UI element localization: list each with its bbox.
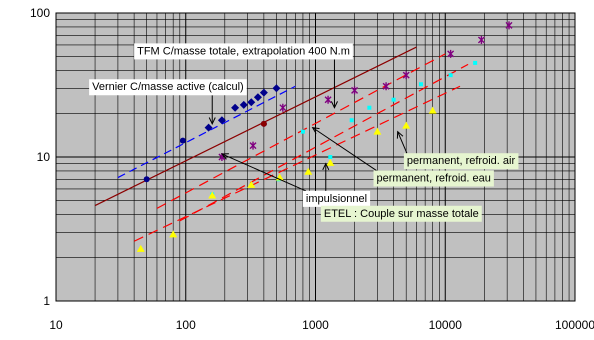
point-impulsionnel <box>477 35 485 44</box>
point-vernier-calc <box>253 93 262 102</box>
x-tick-label: 1000 <box>302 318 329 332</box>
annotation-permanent-air: permanent, refroid. air <box>403 153 519 170</box>
point-refroid-eau <box>300 129 305 134</box>
point-impulsionnel <box>351 86 359 95</box>
point-impulsionnel <box>447 49 455 58</box>
plot-border <box>55 12 576 302</box>
point-etel <box>304 167 313 175</box>
point-vernier-calc <box>217 116 226 125</box>
point-refroid-eau <box>367 105 372 110</box>
annotation-etel: ETEL : Couple sur masse totale <box>320 205 482 222</box>
arrow-impulsionnel <box>221 153 307 192</box>
y-tick-label: 10 <box>37 150 51 164</box>
point-refroid-eau <box>391 97 396 102</box>
point-vernier <box>179 137 186 144</box>
arrowhead-vernier <box>208 117 216 125</box>
annotation-arrows <box>208 59 408 206</box>
arrowhead-permanent-air <box>396 130 404 139</box>
point-etel <box>247 180 256 188</box>
point-impulsionnel <box>324 95 332 104</box>
point-refroid-eau <box>328 155 333 159</box>
point-vernier-calc <box>272 84 281 93</box>
annotation-permanent-air-box <box>403 153 519 170</box>
arrowhead-tfm <box>330 101 338 109</box>
point-impulsionnel <box>279 103 287 112</box>
trendline-red-fit-3 <box>133 85 461 242</box>
y-tick-label: 100 <box>30 6 50 20</box>
arrowhead-impulsionnel <box>220 153 229 160</box>
annotation-vernier-box <box>89 79 247 96</box>
point-refroid-eau <box>448 73 453 78</box>
point-vernier-calc <box>231 103 240 112</box>
trendline-red-fit-2 <box>179 63 469 222</box>
annotation-impulsionnel: impulsionnel <box>302 190 371 207</box>
arrowhead-etel <box>322 162 330 171</box>
annotation-impulsionnel-label: impulsionnel <box>306 193 367 205</box>
point-vernier <box>143 176 150 183</box>
arrowhead-permanent-eau <box>311 126 320 134</box>
point-tfm <box>260 120 267 127</box>
trendline-vernier-fit <box>117 85 296 179</box>
point-vernier-calc <box>247 98 256 107</box>
annotation-etel-label: ETEL : Couple sur masse totale <box>324 208 479 220</box>
point-etel <box>136 244 145 252</box>
point-etel <box>402 121 411 129</box>
x-tick-label: 100000 <box>555 318 594 332</box>
annotation-impulsionnel-box <box>302 190 371 207</box>
annotations: TFM C/masse totale, extrapolation 400 N.… <box>89 43 519 222</box>
point-etel <box>373 127 382 135</box>
point-refroid-eau <box>349 118 354 123</box>
arrow-permanent-eau <box>312 127 377 171</box>
point-refroid-eau <box>473 60 478 65</box>
x-tick-label: 10 <box>49 318 63 332</box>
annotation-tfm: TFM C/masse totale, extrapolation 400 N.… <box>134 43 353 60</box>
tick-labels: 10 100 1000 10000 100000 1 10 100 <box>30 6 594 332</box>
point-impulsionnel <box>249 141 257 150</box>
annotation-vernier: Vernier C/masse active (calcul) <box>89 79 247 96</box>
point-refroid-eau <box>418 82 423 87</box>
point-impulsionnel <box>382 82 390 91</box>
arrow-permanent-air <box>397 131 408 154</box>
point-vernier-calc <box>259 88 268 97</box>
annotation-etel-box <box>320 205 482 222</box>
x-tick-label: 10000 <box>429 318 463 332</box>
annotation-permanent-air-label: permanent, refroid. air <box>407 155 516 167</box>
y-tick-label: 1 <box>43 294 50 308</box>
annotation-tfm-label: TFM C/masse totale, extrapolation 400 N.… <box>137 45 350 57</box>
point-vernier-calc <box>239 100 248 109</box>
point-etel <box>326 158 335 166</box>
point-etel <box>428 106 437 114</box>
point-vernier-calc <box>204 123 213 132</box>
point-etel <box>208 191 217 199</box>
annotation-vernier-label: Vernier C/masse active (calcul) <box>92 81 244 93</box>
annotation-permanent-eau-box <box>373 170 494 187</box>
annotation-tfm-box <box>134 43 353 60</box>
annotation-permanent-eau: permanent, refroid. eau <box>373 170 494 187</box>
point-impulsionnel <box>505 21 513 30</box>
point-etel <box>169 230 178 238</box>
data-points <box>136 21 513 252</box>
annotation-permanent-eau-label: permanent, refroid. eau <box>377 173 491 185</box>
point-impulsionnel <box>402 71 410 80</box>
x-tick-label: 100 <box>176 318 196 332</box>
